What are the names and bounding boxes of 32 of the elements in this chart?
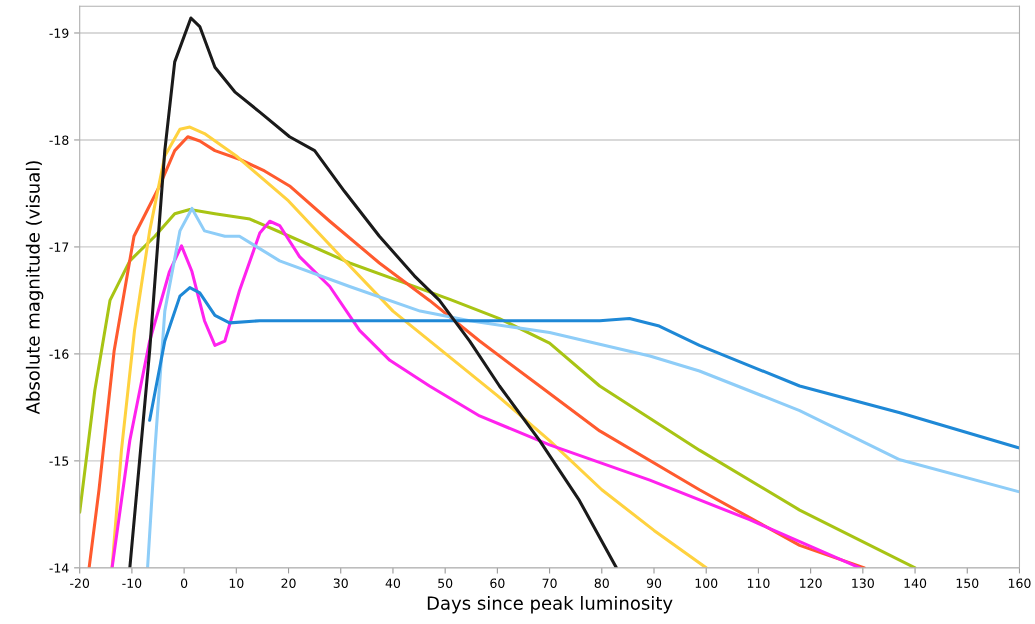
x-tick-label: 20 (281, 578, 296, 588)
x-tick-label: 80 (594, 578, 609, 588)
x-tick-label: -10 (122, 578, 142, 588)
x-tick-label: -20 (70, 578, 90, 588)
x-tick-label: 70 (542, 578, 557, 588)
y-tick-label: -19 (49, 28, 69, 38)
y-tick-label: -14 (49, 563, 69, 573)
x-tick-label: 0 (180, 578, 188, 588)
x-tick-label: 140 (904, 578, 927, 588)
line-series (148, 286, 1020, 450)
y-tick-label: -17 (49, 242, 69, 252)
x-tick-label: 110 (747, 578, 770, 588)
y-tick-label: -15 (49, 456, 69, 466)
x-tick-label: 60 (490, 578, 505, 588)
x-axis-title: Days since peak luminosity (427, 595, 673, 614)
x-tick-label: 160 (1008, 578, 1031, 588)
y-axis-title: Absolute magnitude (visual) (25, 161, 44, 415)
y-tick-label: -18 (49, 135, 69, 145)
x-tick-label: 50 (438, 578, 453, 588)
line-series (87, 135, 866, 568)
x-tick-label: 100 (695, 578, 718, 588)
y-tick-label: -16 (49, 349, 69, 359)
x-tick-label: 10 (229, 578, 244, 588)
x-tick-label: 120 (800, 578, 822, 588)
x-tick-label: 40 (385, 578, 401, 588)
line-series (110, 125, 708, 568)
x-tick-label: 130 (852, 578, 874, 588)
x-tick-label: 90 (646, 578, 662, 588)
x-tick-label: 150 (956, 578, 979, 588)
x-tick-label: 30 (333, 578, 348, 588)
line-series (128, 16, 618, 568)
line-series (146, 206, 1020, 568)
